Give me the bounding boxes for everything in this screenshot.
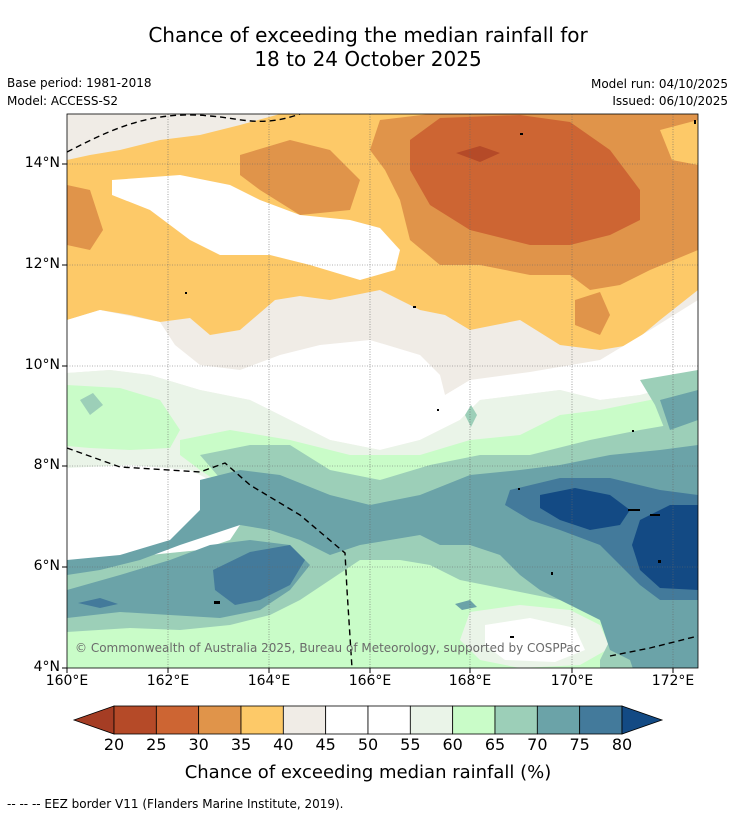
title-line-2: 18 to 24 October 2025 — [254, 47, 482, 71]
axis-ticks — [62, 163, 674, 673]
lon-label-160e: 160°E — [45, 673, 89, 689]
region-70-75-ne — [660, 390, 698, 430]
lat-label-14n: 14°N — [24, 155, 60, 171]
region-above-80-a — [540, 488, 630, 530]
lon-label-170e: 170°E — [550, 673, 594, 689]
lon-label-166e: 166°E — [348, 673, 392, 689]
lat-label-12n: 12°N — [24, 256, 60, 272]
region-75-80-west — [213, 545, 305, 605]
islands — [185, 120, 696, 638]
colorbar-bin-75-80 — [579, 705, 623, 735]
region-45-50-a — [112, 175, 400, 280]
region-45-55 — [67, 300, 698, 450]
region-65-70-spot2 — [465, 405, 477, 427]
region-35-40-ne — [660, 120, 698, 165]
colorbar-tick-40: 40 — [273, 735, 294, 754]
colorbar-bin-35-40 — [240, 705, 284, 735]
colorbar-bin-70-75 — [536, 705, 581, 735]
region-30-35-c — [575, 292, 610, 335]
colorbar-tick-75: 75 — [569, 735, 590, 754]
colorbar-bin-20-25 — [113, 705, 157, 735]
colorbar-bin-60-65 — [452, 705, 496, 735]
region-20-25 — [456, 146, 500, 162]
region-75-80-spot — [78, 598, 118, 608]
lat-label-4n: 4°N — [33, 659, 60, 675]
eez-footnote: -- -- -- EEZ border V11 (Flanders Marine… — [7, 797, 344, 811]
colorbar — [72, 705, 664, 735]
title-line-1: Chance of exceeding the median rainfall … — [148, 23, 588, 47]
colorbar-bin-25-30 — [155, 705, 200, 735]
colorbar-bin-50-55 — [367, 705, 411, 735]
region-30-35-west — [67, 185, 103, 250]
region-30-35-a — [240, 140, 360, 215]
map-contours — [67, 114, 698, 668]
eez-border — [67, 114, 698, 668]
colorbar-extension-low — [72, 705, 115, 735]
colorbar-title: Chance of exceeding median rainfall (%) — [184, 762, 552, 783]
lat-label-10n: 10°N — [24, 357, 60, 373]
issued-date: Issued: 06/10/2025 — [612, 94, 728, 108]
copyright-notice: © Commonwealth of Australia 2025, Bureau… — [75, 641, 581, 655]
colorbar-tick-30: 30 — [188, 735, 209, 754]
colorbar-tick-25: 25 — [146, 735, 167, 754]
region-25-30 — [410, 115, 640, 245]
colorbar-bin-30-35 — [198, 705, 242, 735]
lat-label-6n: 6°N — [33, 558, 60, 574]
base-period: Base period: 1981-2018 — [7, 76, 152, 90]
colorbar-tick-35: 35 — [230, 735, 252, 754]
lat-label-8n: 8°N — [33, 457, 60, 473]
colorbar-tick-55: 55 — [400, 735, 421, 754]
lon-label-164e: 164°E — [247, 673, 291, 689]
colorbar-bin-55-60 — [409, 705, 454, 735]
colorbar-tick-70: 70 — [527, 735, 548, 754]
colorbar-tick-50: 50 — [357, 735, 379, 754]
colorbar-tick-80: 80 — [611, 735, 633, 754]
lon-label-172e: 172°E — [651, 673, 695, 689]
region-above-80-b — [632, 505, 698, 590]
map-frame — [66, 113, 699, 669]
region-40-45-north — [67, 114, 280, 160]
lon-label-168e: 168°E — [448, 673, 492, 689]
colorbar-bin-40-45 — [282, 705, 327, 735]
colorbar-tick-20: 20 — [103, 735, 125, 754]
model-name: Model: ACCESS-S2 — [7, 94, 119, 108]
colorbar-tick-60: 60 — [442, 735, 463, 754]
colorbar-extension-high — [621, 705, 664, 735]
region-70-75-spot — [455, 600, 477, 610]
colorbar-bin-65-70 — [494, 705, 538, 735]
colorbar-tick-45: 45 — [315, 735, 336, 754]
colorbar-tick-65: 65 — [484, 735, 506, 754]
region-50-55-south — [485, 618, 585, 662]
graticule — [67, 114, 698, 668]
lon-label-162e: 162°E — [146, 673, 190, 689]
model-run: Model run: 04/10/2025 — [590, 77, 728, 91]
region-65-70-spot — [80, 393, 103, 415]
colorbar-bin-45-50 — [325, 705, 369, 735]
